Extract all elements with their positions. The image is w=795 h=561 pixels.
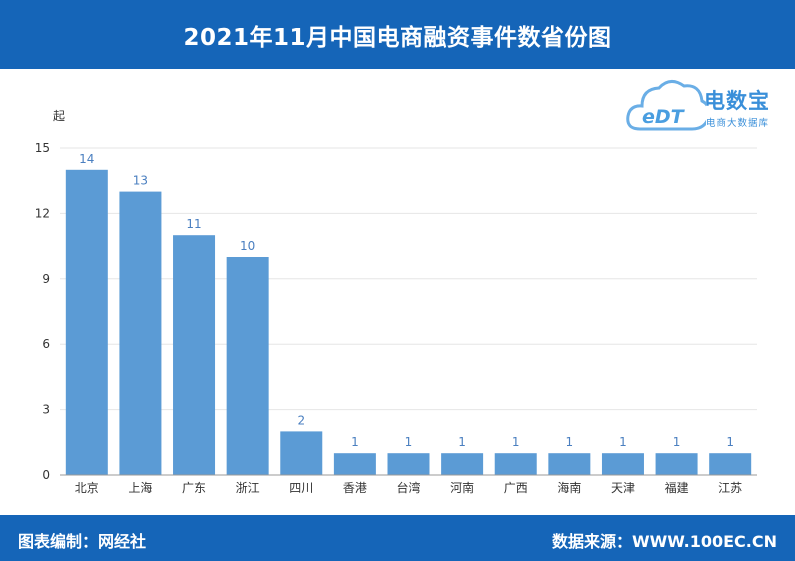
- footer-bar: 图表编制：网经社 数据来源：WWW.100EC.CN: [0, 515, 795, 561]
- bar-value-label: 1: [458, 435, 466, 449]
- bar-12: [709, 453, 752, 475]
- y-tick-label: 9: [42, 272, 50, 286]
- x-tick-label: 北京: [75, 481, 99, 495]
- bar-value-label: 2: [297, 413, 305, 427]
- grid-lines: [60, 147, 757, 411]
- logo: eDT 电数宝 电商大数据库: [626, 73, 791, 143]
- bar-1: [119, 191, 162, 475]
- bar-10: [601, 453, 644, 475]
- y-tick-label: 6: [42, 337, 50, 351]
- footer-credit: 图表编制：网经社: [18, 532, 147, 551]
- bar-6: [387, 453, 430, 475]
- bar-value-label: 1: [619, 435, 627, 449]
- bar-2: [173, 235, 216, 475]
- x-tick-label: 河南: [450, 480, 474, 495]
- y-tick-label: 12: [35, 206, 50, 220]
- bar-value-label: 1: [405, 435, 413, 449]
- logo-mark-text: eDT: [642, 106, 686, 128]
- bar-value-label: 1: [512, 435, 520, 449]
- x-tick-label: 海南: [557, 480, 581, 495]
- bar-0: [65, 169, 108, 476]
- bar-3: [226, 257, 269, 475]
- bar-value-label: 1: [351, 435, 359, 449]
- chart-title: 2021年11月中国电商融资事件数省份图: [183, 24, 612, 51]
- bar-value-label: 1: [726, 435, 734, 449]
- x-tick-label: 上海: [128, 480, 152, 495]
- bar-7: [441, 453, 484, 475]
- x-tick-label: 天津: [611, 481, 635, 495]
- bar-value-label: 14: [79, 152, 94, 166]
- bar-value-label: 1: [673, 435, 681, 449]
- footer-source: 数据来源：WWW.100EC.CN: [551, 532, 777, 551]
- y-tick-label: 3: [42, 403, 50, 417]
- y-tick-labels: 0 3 6 9 12 15: [35, 141, 50, 482]
- x-tick-label: 香港: [343, 481, 367, 495]
- bar-value-label: 1: [566, 435, 574, 449]
- logo-brand-text: 电数宝: [704, 89, 770, 113]
- bar-value-label: 13: [133, 174, 148, 188]
- x-tick-label: 江苏: [718, 481, 742, 495]
- header-bar: 2021年11月中国电商融资事件数省份图: [0, 0, 795, 69]
- bar-5: [333, 453, 376, 475]
- x-tick-label: 广东: [182, 481, 206, 495]
- x-tick-labels: 北京 上海 广东 浙江 四川 香港 台湾 河南 广西 海南 天津 福建 江苏: [75, 480, 742, 495]
- x-tick-label: 四川: [289, 481, 313, 495]
- x-tick-label: 广西: [504, 481, 528, 495]
- y-tick-label: 15: [35, 141, 50, 155]
- y-tick-label: 0: [42, 468, 50, 482]
- bars: [65, 169, 752, 476]
- bar-9: [548, 453, 591, 475]
- bar-11: [655, 453, 698, 475]
- bar-4: [280, 431, 323, 475]
- bar-value-label: 10: [240, 239, 255, 253]
- x-tick-label: 福建: [665, 480, 689, 495]
- x-tick-label: 浙江: [236, 481, 260, 495]
- bar-8: [494, 453, 537, 475]
- bar-value-label: 11: [186, 217, 201, 231]
- y-axis-label: 起: [53, 109, 65, 123]
- logo-sub-text: 电商大数据库: [706, 118, 770, 129]
- x-tick-label: 台湾: [396, 480, 420, 495]
